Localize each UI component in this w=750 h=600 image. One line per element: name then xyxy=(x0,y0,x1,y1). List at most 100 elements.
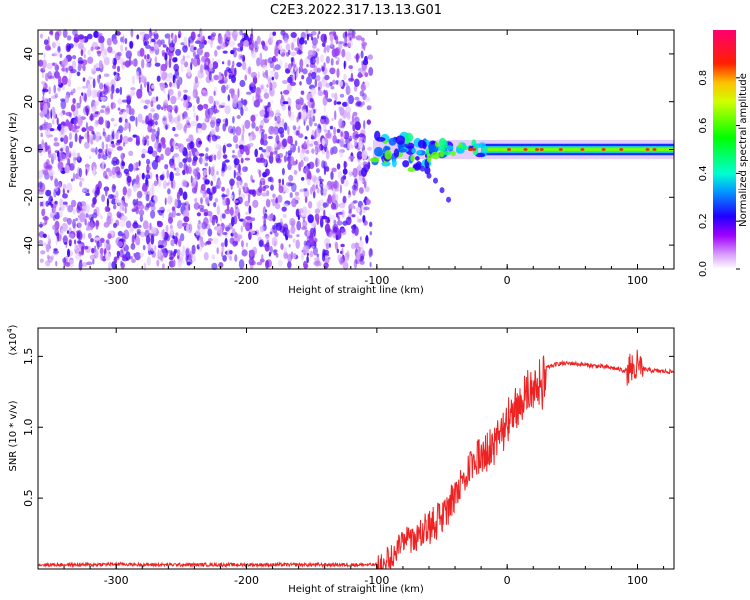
noise-blob xyxy=(87,83,92,91)
signal-peak xyxy=(472,148,476,151)
noise-blob xyxy=(156,104,161,110)
noise-blob xyxy=(186,261,191,266)
noise-blob xyxy=(229,40,236,47)
noise-blob xyxy=(288,108,292,118)
noise-blob xyxy=(209,114,213,120)
noise-blob xyxy=(208,95,214,105)
noise-blob xyxy=(354,121,361,131)
noise-blob xyxy=(280,91,283,95)
noise-blob xyxy=(354,96,360,101)
noise-blob xyxy=(334,48,340,57)
noise-blob xyxy=(236,181,240,189)
noise-blob xyxy=(146,150,153,154)
noise-blob xyxy=(311,148,315,154)
noise-blob xyxy=(160,137,166,145)
noise-blob xyxy=(340,250,343,254)
noise-blob xyxy=(185,150,189,160)
noise-blob xyxy=(335,60,339,65)
noise-blob xyxy=(196,47,204,56)
noise-blob xyxy=(92,78,96,89)
noise-blob xyxy=(333,100,337,106)
noise-blob xyxy=(162,115,168,126)
noise-blob xyxy=(284,187,290,193)
noise-blob xyxy=(113,123,118,127)
noise-blob xyxy=(327,230,333,239)
noise-blob xyxy=(120,160,125,170)
noise-blob xyxy=(41,139,45,149)
trail-blob xyxy=(433,177,438,184)
noise-blob xyxy=(241,249,248,257)
noise-blob xyxy=(153,43,160,50)
noise-blob xyxy=(271,36,274,44)
noise-blob xyxy=(50,152,57,161)
noise-blob xyxy=(154,245,157,252)
noise-blob xyxy=(125,220,132,229)
noise-blob xyxy=(195,54,200,59)
noise-blob xyxy=(182,44,188,53)
noise-blob xyxy=(103,132,107,139)
noise-blob xyxy=(240,157,244,164)
noise-blob xyxy=(334,188,339,192)
noise-blob xyxy=(72,149,76,159)
noise-blob xyxy=(215,59,221,63)
noise-blob xyxy=(306,33,309,41)
noise-blob xyxy=(352,188,356,196)
noise-blob xyxy=(302,245,310,255)
noise-blob xyxy=(289,192,293,199)
noise-blob xyxy=(265,260,270,269)
noise-blob xyxy=(84,132,90,140)
noise-blob xyxy=(183,36,188,46)
noise-blob xyxy=(295,130,298,136)
noise-blob xyxy=(132,234,135,244)
signal-peak xyxy=(535,148,540,151)
noise-blob xyxy=(220,84,227,94)
noise-blob xyxy=(363,120,366,130)
noise-blob xyxy=(122,35,125,44)
noise-blob xyxy=(231,155,238,159)
noise-blob xyxy=(362,101,365,106)
noise-blob xyxy=(204,152,209,162)
noise-blob xyxy=(307,201,313,209)
noise-blob xyxy=(149,187,154,197)
noise-blob xyxy=(42,242,47,246)
noise-blob xyxy=(290,156,295,167)
noise-blob xyxy=(177,114,181,122)
noise-blob xyxy=(237,211,241,220)
noise-blob xyxy=(340,228,346,233)
noise-blob xyxy=(106,220,110,227)
noise-blob xyxy=(136,190,143,199)
noise-blob xyxy=(334,110,337,121)
noise-blob xyxy=(227,59,231,67)
noise-blob xyxy=(232,94,239,104)
noise-blob xyxy=(167,250,172,254)
noise-blob xyxy=(93,114,99,118)
noise-blob xyxy=(250,217,256,221)
noise-blob xyxy=(115,190,119,198)
noise-blob xyxy=(234,254,238,262)
noise-blob xyxy=(335,138,338,144)
noise-blob xyxy=(109,216,114,225)
noise-blob xyxy=(249,142,254,147)
noise-blob xyxy=(348,155,355,160)
noise-blob xyxy=(272,249,278,253)
noise-blob xyxy=(40,182,46,192)
noise-blob xyxy=(176,154,181,163)
noise-blob xyxy=(258,240,264,248)
noise-blob xyxy=(315,127,321,138)
noise-blob xyxy=(212,172,217,182)
noise-blob xyxy=(47,234,50,242)
noise-blob xyxy=(54,211,60,220)
noise-blob xyxy=(162,263,165,269)
noise-blob xyxy=(185,55,191,59)
noise-blob xyxy=(244,182,248,188)
noise-blob xyxy=(336,128,341,133)
snr-frame xyxy=(37,327,675,570)
noise-blob xyxy=(183,89,189,93)
noise-blob xyxy=(298,125,301,130)
noise-blob xyxy=(251,260,256,266)
noise-blob xyxy=(290,143,296,153)
noise-blob xyxy=(97,33,103,44)
noise-blob xyxy=(337,254,342,262)
noise-blob xyxy=(147,124,152,133)
noise-blob xyxy=(145,44,152,49)
